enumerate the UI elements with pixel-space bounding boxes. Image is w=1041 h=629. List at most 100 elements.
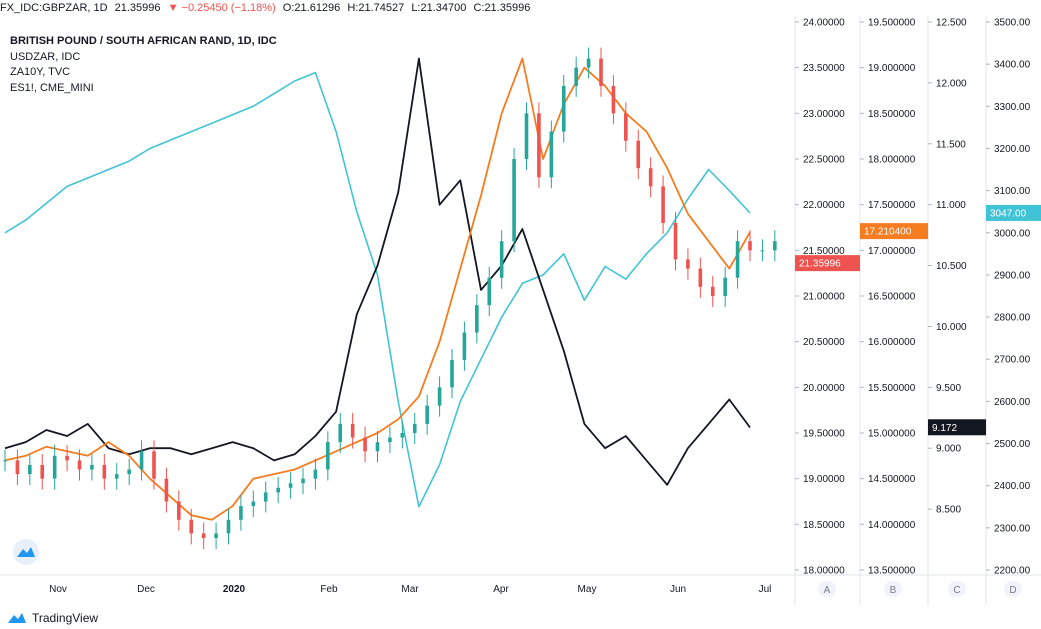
axis-b-tick-label: 15.500000 [868,383,916,394]
scale-letter-badge [948,581,966,597]
candle-body [40,464,45,479]
axis-d-tick-label: 2200.00 [994,566,1031,577]
candle-body [586,58,591,68]
candle-body [686,259,690,269]
legend-za10y[interactable]: ZA10Y, TVC [10,66,71,78]
legend-usdzar[interactable]: USDZAR, IDC [10,50,81,63]
price-chart[interactable]: 18.00000 18.50000 19.00000 19.50000 20.00000… [0,0,1041,605]
axis-b-tick-label: 17.000000 [868,246,916,257]
last-price: 21.35996 [114,2,161,14]
ohlc-high: H:21.74527 [347,2,405,14]
axis-a-tick-label: 20.50000 [803,337,845,348]
axis-d-tick-label: 3100.00 [994,186,1031,197]
axis-a-tick-label: 20.00000 [803,383,845,394]
candle-body [139,451,144,470]
za10y-last-tag: 9.172 [932,423,957,434]
chart-logo-icon [17,547,35,557]
axis-d-tick-label: 2600.00 [994,397,1031,408]
legend-es1[interactable]: ES1!, CME_MINI [10,81,94,94]
axis-b-tick-label: 19.000000 [868,63,916,74]
ohlc-close: C:21.35996 [473,2,531,14]
candle-body [164,478,169,502]
axis-b-tick-label: 15.000000 [868,429,916,440]
axis-d-tick-label: 2700.00 [994,355,1031,366]
candle-body [288,483,293,488]
footer: TradingView [6,609,98,627]
time-axis-label: May [578,584,597,595]
axis-c-tick-label: 8.500 [936,505,961,516]
scale-letter-c: C [953,585,960,596]
candle-body [412,423,417,433]
candle-body [363,437,367,452]
candle-body [152,451,156,479]
candle-body [549,131,554,178]
candle-body [735,241,740,278]
scale-letter-badge [818,581,836,597]
candle-body [102,464,107,479]
axis-d-tick-label: 2300.00 [994,523,1031,534]
axis-b-tick-label: 16.500000 [868,292,916,303]
candle-body [512,159,516,242]
candle-body [710,286,715,296]
scale-letter-a: A [824,585,831,596]
candle-body [239,506,243,520]
candle-body [574,67,578,86]
candle-body [388,437,392,443]
candle-body [636,140,641,169]
axis-c-tick-label: 11.000 [936,200,966,211]
axis-b-tick-label: 14.500000 [868,474,916,485]
candle-body [338,423,343,443]
candle-body [773,241,777,251]
symbol-name[interactable]: FX_IDC:GBPZAR, 1D [0,2,108,14]
axis-a-tick-label: 18.50000 [803,520,845,531]
time-axis-label: Dec [137,584,155,595]
candle-body [3,460,7,462]
time-axis-label: Apr [493,584,509,595]
candle-body [524,113,529,159]
axis-a-tick-label: 23.50000 [803,63,845,74]
candle-body [673,222,678,260]
candle-body [15,460,20,475]
axis-d-tick-label: 3200.00 [994,144,1031,155]
ohlc-open: O:21.61296 [282,2,341,14]
za10y-line [4,57,751,486]
ohlc-low: L:21.34700 [411,2,467,14]
scale-letter-d: D [1009,585,1016,596]
axis-b-tick-label: 17.500000 [868,200,916,211]
candle-body [425,405,429,424]
es1-last-tag-bg [986,204,1041,221]
candle-body [561,85,566,132]
candle-body [350,423,355,438]
axis-d-tick-label: 2800.00 [994,313,1031,324]
candle-body [661,186,665,223]
gbpzar-last-tag-bg [795,255,860,272]
es1-last-tag: 3047.00 [990,208,1027,219]
symbol-header: FX_IDC:GBPZAR, 1D 21.35996 ▼ −0.25450 (−… [0,0,1041,16]
candle-body [326,442,330,470]
candle-body [313,469,318,479]
axis-d-tick-label: 3300.00 [994,102,1031,113]
axis-d-tick-label: 2900.00 [994,270,1031,281]
axis-a-tick-label: 19.50000 [803,429,845,440]
usdzar-last-tag-bg [860,223,928,240]
scale-letter-badge [884,581,902,597]
candle-body [301,478,305,484]
legend-main-series[interactable]: BRITISH POUND / SOUTH AFRICAN RAND, 1D, … [10,35,277,47]
candle-body [251,501,256,507]
candle-body [599,58,603,86]
candle-body [475,305,479,333]
axis-a-tick-label: 21.00000 [803,292,845,303]
axis-b-tick-label: 19.500000 [868,18,916,29]
axis-a-tick-label: 23.00000 [803,109,845,120]
candle-body [723,277,727,296]
axis-c-tick-label: 10.000 [936,322,967,333]
usdzar-last-tag: 17.210400 [864,227,912,238]
candle-body [77,460,82,470]
axis-c-tick-label: 12.000 [936,78,967,89]
axis-d-tick-label: 3000.00 [994,228,1031,239]
candle-body [114,474,119,479]
brand-name[interactable]: TradingView [32,611,99,625]
axis-b-tick-label: 18.000000 [868,155,916,166]
axis-a-tick-label: 22.00000 [803,200,845,211]
axis-b-tick-label: 16.000000 [868,337,916,348]
